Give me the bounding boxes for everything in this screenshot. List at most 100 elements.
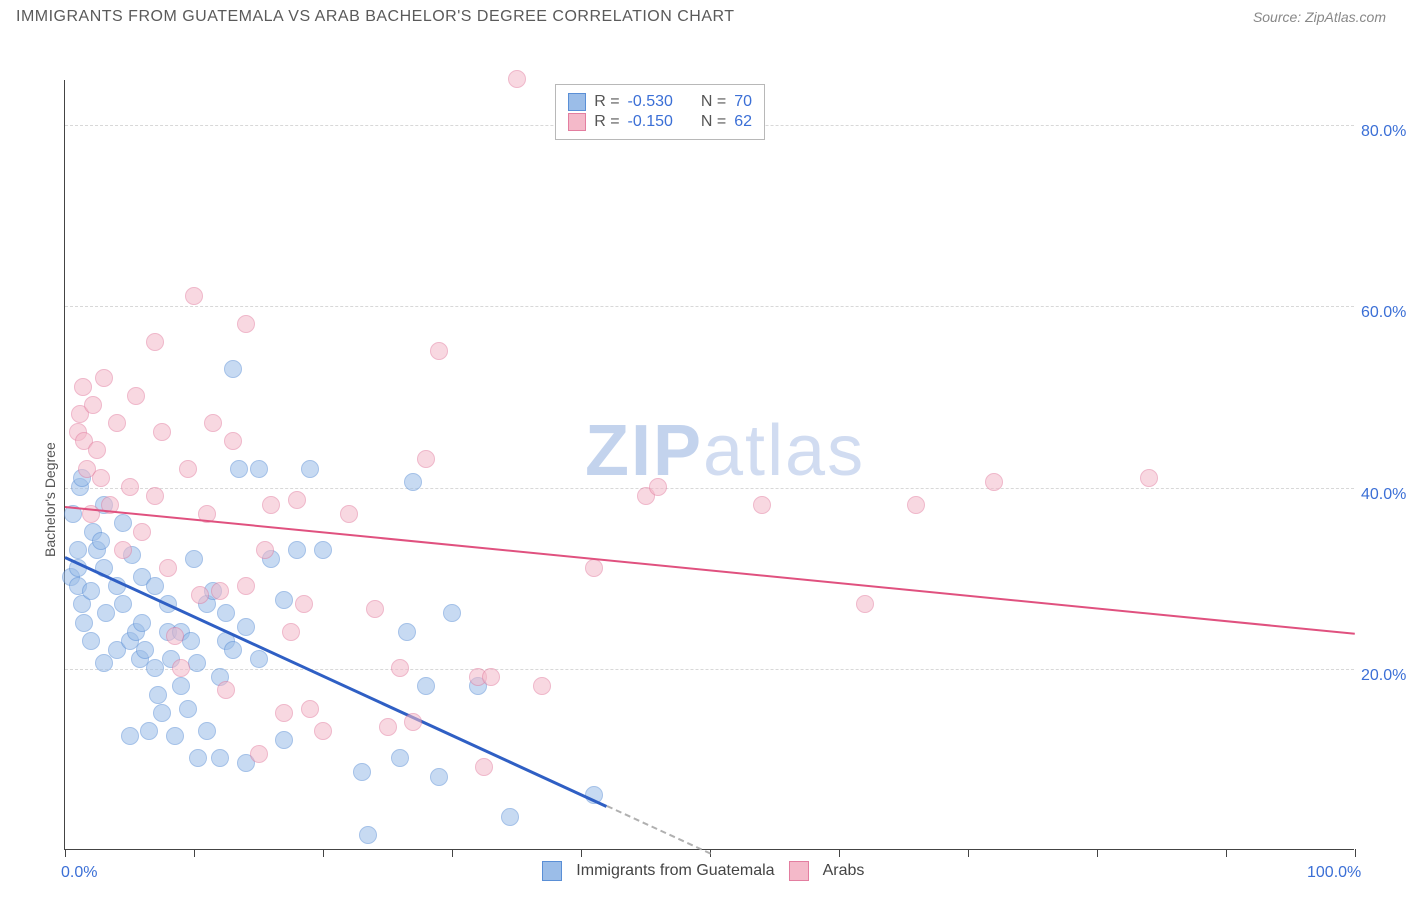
x-axis-label: 0.0% bbox=[61, 864, 97, 882]
data-point bbox=[92, 532, 110, 550]
legend-r-value: -0.530 bbox=[628, 93, 673, 111]
correlation-chart: ZIPatlas20.0%40.0%60.0%80.0%0.0%100.0%R … bbox=[16, 30, 1406, 900]
x-tick bbox=[65, 849, 66, 857]
data-point bbox=[182, 632, 200, 650]
data-point bbox=[275, 591, 293, 609]
chart-title: IMMIGRANTS FROM GUATEMALA VS ARAB BACHEL… bbox=[16, 8, 735, 26]
data-point bbox=[153, 704, 171, 722]
data-point bbox=[340, 505, 358, 523]
data-point bbox=[153, 423, 171, 441]
legend-n-label: N = bbox=[701, 113, 726, 131]
data-point bbox=[301, 460, 319, 478]
data-point bbox=[366, 600, 384, 618]
data-point bbox=[114, 541, 132, 559]
data-point bbox=[430, 342, 448, 360]
legend-swatch bbox=[542, 861, 562, 881]
data-point bbox=[475, 758, 493, 776]
data-point bbox=[391, 659, 409, 677]
data-point bbox=[88, 441, 106, 459]
data-point bbox=[146, 487, 164, 505]
data-point bbox=[179, 460, 197, 478]
data-point bbox=[417, 677, 435, 695]
data-point bbox=[172, 677, 190, 695]
data-point bbox=[314, 722, 332, 740]
legend-n-label: N = bbox=[701, 93, 726, 111]
data-point bbox=[75, 614, 93, 632]
chart-header: IMMIGRANTS FROM GUATEMALA VS ARAB BACHEL… bbox=[0, 0, 1406, 30]
data-point bbox=[133, 523, 151, 541]
data-point bbox=[188, 654, 206, 672]
data-point bbox=[250, 745, 268, 763]
data-point bbox=[146, 577, 164, 595]
data-point bbox=[430, 768, 448, 786]
data-point bbox=[185, 287, 203, 305]
data-point bbox=[443, 604, 461, 622]
data-point bbox=[114, 595, 132, 613]
data-point bbox=[217, 681, 235, 699]
x-tick bbox=[323, 849, 324, 857]
x-axis-label: 100.0% bbox=[1307, 864, 1361, 882]
data-point bbox=[275, 731, 293, 749]
data-point bbox=[121, 478, 139, 496]
data-point bbox=[159, 559, 177, 577]
legend-n-value: 62 bbox=[734, 113, 752, 131]
data-point bbox=[224, 360, 242, 378]
data-point bbox=[127, 387, 145, 405]
data-point bbox=[391, 749, 409, 767]
y-tick-label: 80.0% bbox=[1361, 123, 1406, 141]
data-point bbox=[585, 559, 603, 577]
gridline bbox=[65, 669, 1354, 670]
data-point bbox=[166, 727, 184, 745]
plot-area: ZIPatlas20.0%40.0%60.0%80.0%0.0%100.0%R … bbox=[64, 80, 1354, 850]
data-point bbox=[262, 496, 280, 514]
data-point bbox=[149, 686, 167, 704]
data-point bbox=[191, 586, 209, 604]
x-tick bbox=[1226, 849, 1227, 857]
data-point bbox=[353, 763, 371, 781]
data-point bbox=[217, 604, 235, 622]
data-point bbox=[1140, 469, 1158, 487]
data-point bbox=[501, 808, 519, 826]
data-point bbox=[95, 369, 113, 387]
x-tick bbox=[1097, 849, 1098, 857]
data-point bbox=[301, 700, 319, 718]
data-point bbox=[189, 749, 207, 767]
trend-line-dashed bbox=[606, 805, 710, 854]
data-point bbox=[211, 582, 229, 600]
data-point bbox=[82, 582, 100, 600]
data-point bbox=[97, 604, 115, 622]
x-tick bbox=[1355, 849, 1356, 857]
data-point bbox=[288, 491, 306, 509]
legend-swatch bbox=[789, 861, 809, 881]
x-tick bbox=[839, 849, 840, 857]
data-point bbox=[198, 722, 216, 740]
gridline bbox=[65, 488, 1354, 489]
legend-swatch bbox=[568, 113, 586, 131]
data-point bbox=[237, 618, 255, 636]
data-point bbox=[95, 654, 113, 672]
data-point bbox=[69, 541, 87, 559]
data-point bbox=[133, 614, 151, 632]
y-tick-label: 60.0% bbox=[1361, 304, 1406, 322]
data-point bbox=[185, 550, 203, 568]
data-point bbox=[84, 396, 102, 414]
data-point bbox=[108, 414, 126, 432]
legend-n-value: 70 bbox=[734, 93, 752, 111]
legend-r-label: R = bbox=[594, 113, 619, 131]
trend-line bbox=[64, 556, 607, 808]
data-point bbox=[121, 727, 139, 745]
data-point bbox=[114, 514, 132, 532]
x-tick bbox=[968, 849, 969, 857]
legend-series-name: Arabs bbox=[823, 862, 865, 880]
data-point bbox=[82, 632, 100, 650]
data-point bbox=[907, 496, 925, 514]
data-point bbox=[295, 595, 313, 613]
data-point bbox=[237, 315, 255, 333]
chart-source: Source: ZipAtlas.com bbox=[1253, 9, 1386, 25]
data-point bbox=[92, 469, 110, 487]
gridline bbox=[65, 306, 1354, 307]
data-point bbox=[140, 722, 158, 740]
data-point bbox=[508, 70, 526, 88]
data-point bbox=[482, 668, 500, 686]
data-point bbox=[146, 333, 164, 351]
